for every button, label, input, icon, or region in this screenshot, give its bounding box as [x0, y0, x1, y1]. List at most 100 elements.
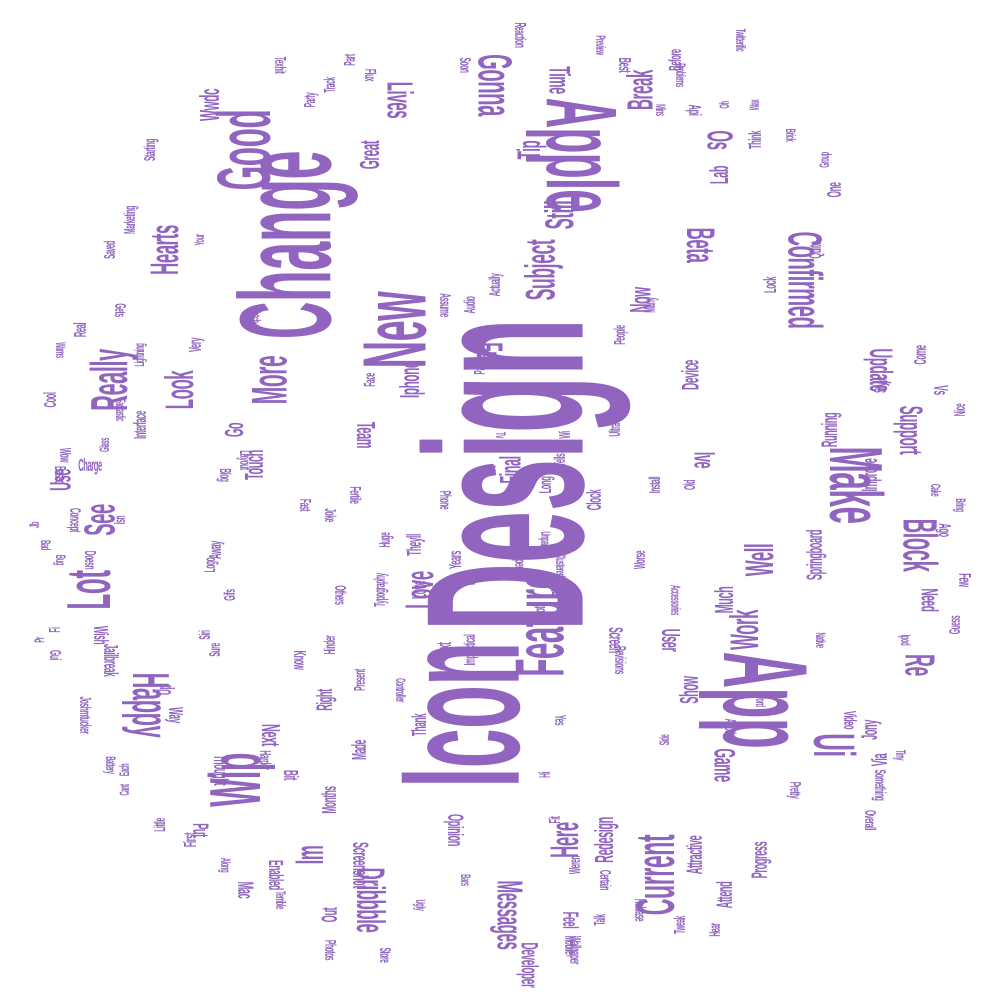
- cloud-word: Make: [813, 446, 896, 523]
- cloud-word: Full: [470, 342, 510, 367]
- cloud-word: Out: [318, 907, 343, 922]
- cloud-word: Texhit: [271, 57, 289, 74]
- cloud-word: Months: [319, 786, 341, 813]
- cloud-word: Twitterific: [732, 29, 748, 52]
- cloud-word: Many: [641, 297, 659, 313]
- cloud-word: Gonna: [468, 54, 521, 116]
- cloud-word: Attractive: [683, 836, 708, 875]
- cloud-word: Away: [205, 540, 225, 559]
- cloud-word: Charge: [78, 455, 102, 475]
- cloud-word: Really: [81, 349, 138, 411]
- cloud-word: Joke: [321, 508, 339, 522]
- cloud-word: Warns: [52, 342, 68, 358]
- cloud-word: Beta: [678, 228, 722, 264]
- cloud-word: Feel: [558, 912, 583, 929]
- cloud-word: Flat: [549, 583, 571, 597]
- cloud-word: Reaction: [511, 22, 529, 47]
- cloud-word: Lite: [546, 414, 564, 425]
- cloud-word: Re: [897, 654, 944, 676]
- cloud-word: Saved: [101, 241, 119, 259]
- cloud-word: Video: [840, 711, 860, 730]
- cloud-word: Harder: [256, 750, 274, 770]
- cloud-word: Bug: [52, 555, 68, 565]
- cloud-word: Springboard: [803, 530, 828, 581]
- cloud-word: Need: [916, 589, 943, 612]
- cloud-word: Clustered: [552, 553, 568, 576]
- cloud-word: Via: [868, 753, 893, 766]
- cloud-word: Style: [870, 376, 890, 393]
- cloud-word: Paper: [511, 552, 529, 569]
- cloud-word: Ugly: [412, 899, 428, 910]
- cloud-word: Time: [543, 66, 577, 93]
- cloud-word: Blog: [216, 468, 234, 481]
- cloud-word: Final: [493, 456, 527, 483]
- cloud-word: Isn: [111, 516, 129, 525]
- cloud-word: First: [180, 832, 200, 847]
- cloud-word: See: [75, 504, 125, 536]
- cloud-word: Real: [70, 323, 90, 337]
- cloud-word: Wax: [747, 99, 763, 110]
- cloud-word: Next: [256, 724, 285, 747]
- cloud-word: Gifs: [221, 589, 239, 601]
- cloud-word: Old: [681, 480, 699, 490]
- cloud-word: Accessories: [667, 585, 683, 615]
- cloud-word: Worse: [631, 550, 649, 569]
- cloud-word: Up: [154, 685, 176, 696]
- cloud-word: Attend: [713, 881, 738, 908]
- cloud-word: Bring: [952, 498, 968, 511]
- cloud-word: Word: [752, 693, 768, 706]
- cloud-word: Vs: [929, 385, 951, 395]
- cloud-word: Right: [313, 689, 338, 711]
- cloud-word: More: [242, 356, 298, 404]
- cloud-word: Know: [290, 651, 310, 670]
- cloud-word: Mobile: [561, 936, 579, 955]
- cloud-word: Group: [817, 152, 833, 168]
- cloud-word: Weren: [566, 856, 584, 874]
- cloud-word: Love: [398, 571, 442, 609]
- cloud-word: Impractical: [461, 634, 479, 665]
- cloud-word: Ipod: [897, 635, 913, 646]
- cloud-word: Love: [409, 581, 431, 599]
- cloud-word: Watch: [247, 307, 263, 322]
- cloud-word: Controller: [392, 678, 408, 703]
- cloud-word: Both: [531, 603, 549, 617]
- cloud-word: Screenshot: [348, 842, 373, 889]
- cloud-word: Before: [665, 49, 685, 71]
- cloud-word: Revisions: [611, 646, 629, 674]
- cloud-word: Bad: [37, 540, 53, 550]
- cloud-word: Dribbble: [348, 868, 392, 933]
- cloud-word: Tells: [551, 453, 569, 466]
- cloud-word: Jony: [858, 719, 883, 740]
- cloud-word: Much: [711, 587, 740, 614]
- cloud-word: Touch: [241, 450, 270, 480]
- cloud-word: Release: [631, 899, 649, 922]
- cloud-word: Block: [893, 519, 946, 572]
- cloud-word: Certain: [596, 870, 614, 890]
- cloud-word: Present: [351, 669, 369, 691]
- cloud-word: Party: [301, 92, 319, 107]
- cloud-word: Good: [203, 110, 286, 191]
- cloud-word: Feature: [501, 573, 579, 676]
- cloud-word: Wip: [195, 753, 276, 807]
- cloud-word: Concept: [66, 508, 84, 532]
- cloud-word: Made: [349, 740, 371, 760]
- cloud-word: Ago: [935, 523, 955, 537]
- cloud-word: Preview: [592, 35, 608, 55]
- cloud-word: Mins: [652, 104, 668, 116]
- cloud-word: Something: [871, 770, 889, 801]
- cloud-word: Logo: [201, 557, 219, 572]
- cloud-word: Actually: [486, 273, 504, 296]
- cloud-word: Change: [212, 151, 358, 339]
- cloud-word: Huge: [376, 532, 394, 548]
- cloud-word: Api: [685, 105, 705, 116]
- cloud-word: Wow: [56, 448, 74, 463]
- cloud-word: Long: [535, 476, 555, 493]
- cloud-word: Opinion: [443, 814, 468, 846]
- cloud-word: Track: [321, 77, 339, 93]
- cloud-word: Hinder: [321, 635, 339, 654]
- cloud-word: Panorama: [471, 345, 489, 375]
- cloud-word: Wwdc: [194, 88, 225, 121]
- cloud-word: Show: [676, 676, 705, 704]
- cloud-word: Talk: [591, 914, 609, 926]
